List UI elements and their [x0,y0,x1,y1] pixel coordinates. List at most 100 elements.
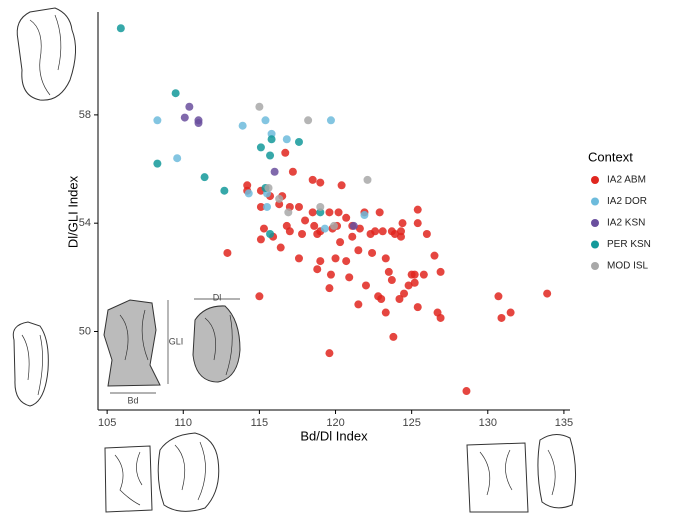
point [294,254,303,263]
point [462,387,471,396]
point [308,175,317,184]
x-tick-label: 130 [479,417,497,429]
x-tick-label: 105 [98,417,116,429]
point [266,151,275,160]
point [316,202,325,211]
legend-swatch [591,197,599,206]
y-tick-label: 54 [79,217,91,229]
point [384,267,393,276]
point [334,208,343,217]
y-tick-label: 50 [79,325,91,337]
point [436,313,445,322]
legend-label: PER KSN [607,239,651,250]
point [223,248,232,257]
point [398,219,407,228]
point [116,24,125,33]
point [185,102,194,111]
annotation: GLI [169,336,184,346]
y-axis-title: Dl/GLI Index [65,175,80,248]
point [387,276,396,285]
point [261,116,270,125]
point [506,308,515,317]
point [413,303,422,312]
point [276,243,285,252]
point [173,154,182,163]
point [355,224,364,233]
point [180,113,189,122]
x-tick-label: 120 [326,417,344,429]
point [419,270,428,279]
point [430,251,439,260]
point [316,178,325,187]
point [368,248,377,257]
point [354,300,363,309]
point [371,227,380,236]
point [316,257,325,266]
point [389,332,398,341]
point [310,221,319,230]
point [320,224,329,233]
point [298,230,307,239]
point [381,254,390,263]
point [497,313,506,322]
point [244,189,253,198]
x-axis-title: Bd/Dl Index [300,428,368,443]
point [256,143,265,152]
point [153,116,162,125]
point [220,186,229,195]
point [284,208,293,217]
legend-swatch [591,219,599,227]
point [410,278,419,287]
point [363,175,372,184]
annotation: Dl [213,292,222,302]
point [381,308,390,317]
point [200,173,209,182]
point [282,135,291,144]
point [331,254,340,263]
point [377,294,386,303]
point [390,230,399,239]
point [238,121,247,130]
legend-label: MOD ISL [607,261,649,272]
point [259,224,268,233]
point [313,265,322,274]
point [395,294,404,303]
point [325,284,334,293]
point [270,167,279,176]
point [263,202,272,211]
point [294,137,303,146]
point [194,119,203,128]
point [354,246,363,255]
point [294,202,303,211]
point [266,230,275,239]
point [396,232,405,241]
point [348,232,357,241]
point [413,205,422,214]
legend-swatch [591,176,599,184]
point [349,221,358,230]
point [325,349,334,358]
point [336,238,345,247]
point [325,208,334,217]
point [404,281,413,290]
point [281,148,290,157]
point [375,208,384,217]
legend-swatch [591,240,599,249]
x-tick-label: 110 [174,417,192,429]
point [153,159,162,168]
point [400,289,409,298]
legend-label: IA2 ABM [607,175,646,186]
point [422,230,431,239]
point [267,135,276,144]
point [255,102,264,111]
point [436,267,445,276]
point [345,273,354,282]
x-tick-label: 125 [402,417,420,429]
point [255,292,264,301]
annotation: Bd [127,395,138,405]
x-tick-label: 115 [251,417,269,429]
point [288,167,297,176]
y-tick-label: 58 [79,109,91,121]
point [360,211,369,220]
